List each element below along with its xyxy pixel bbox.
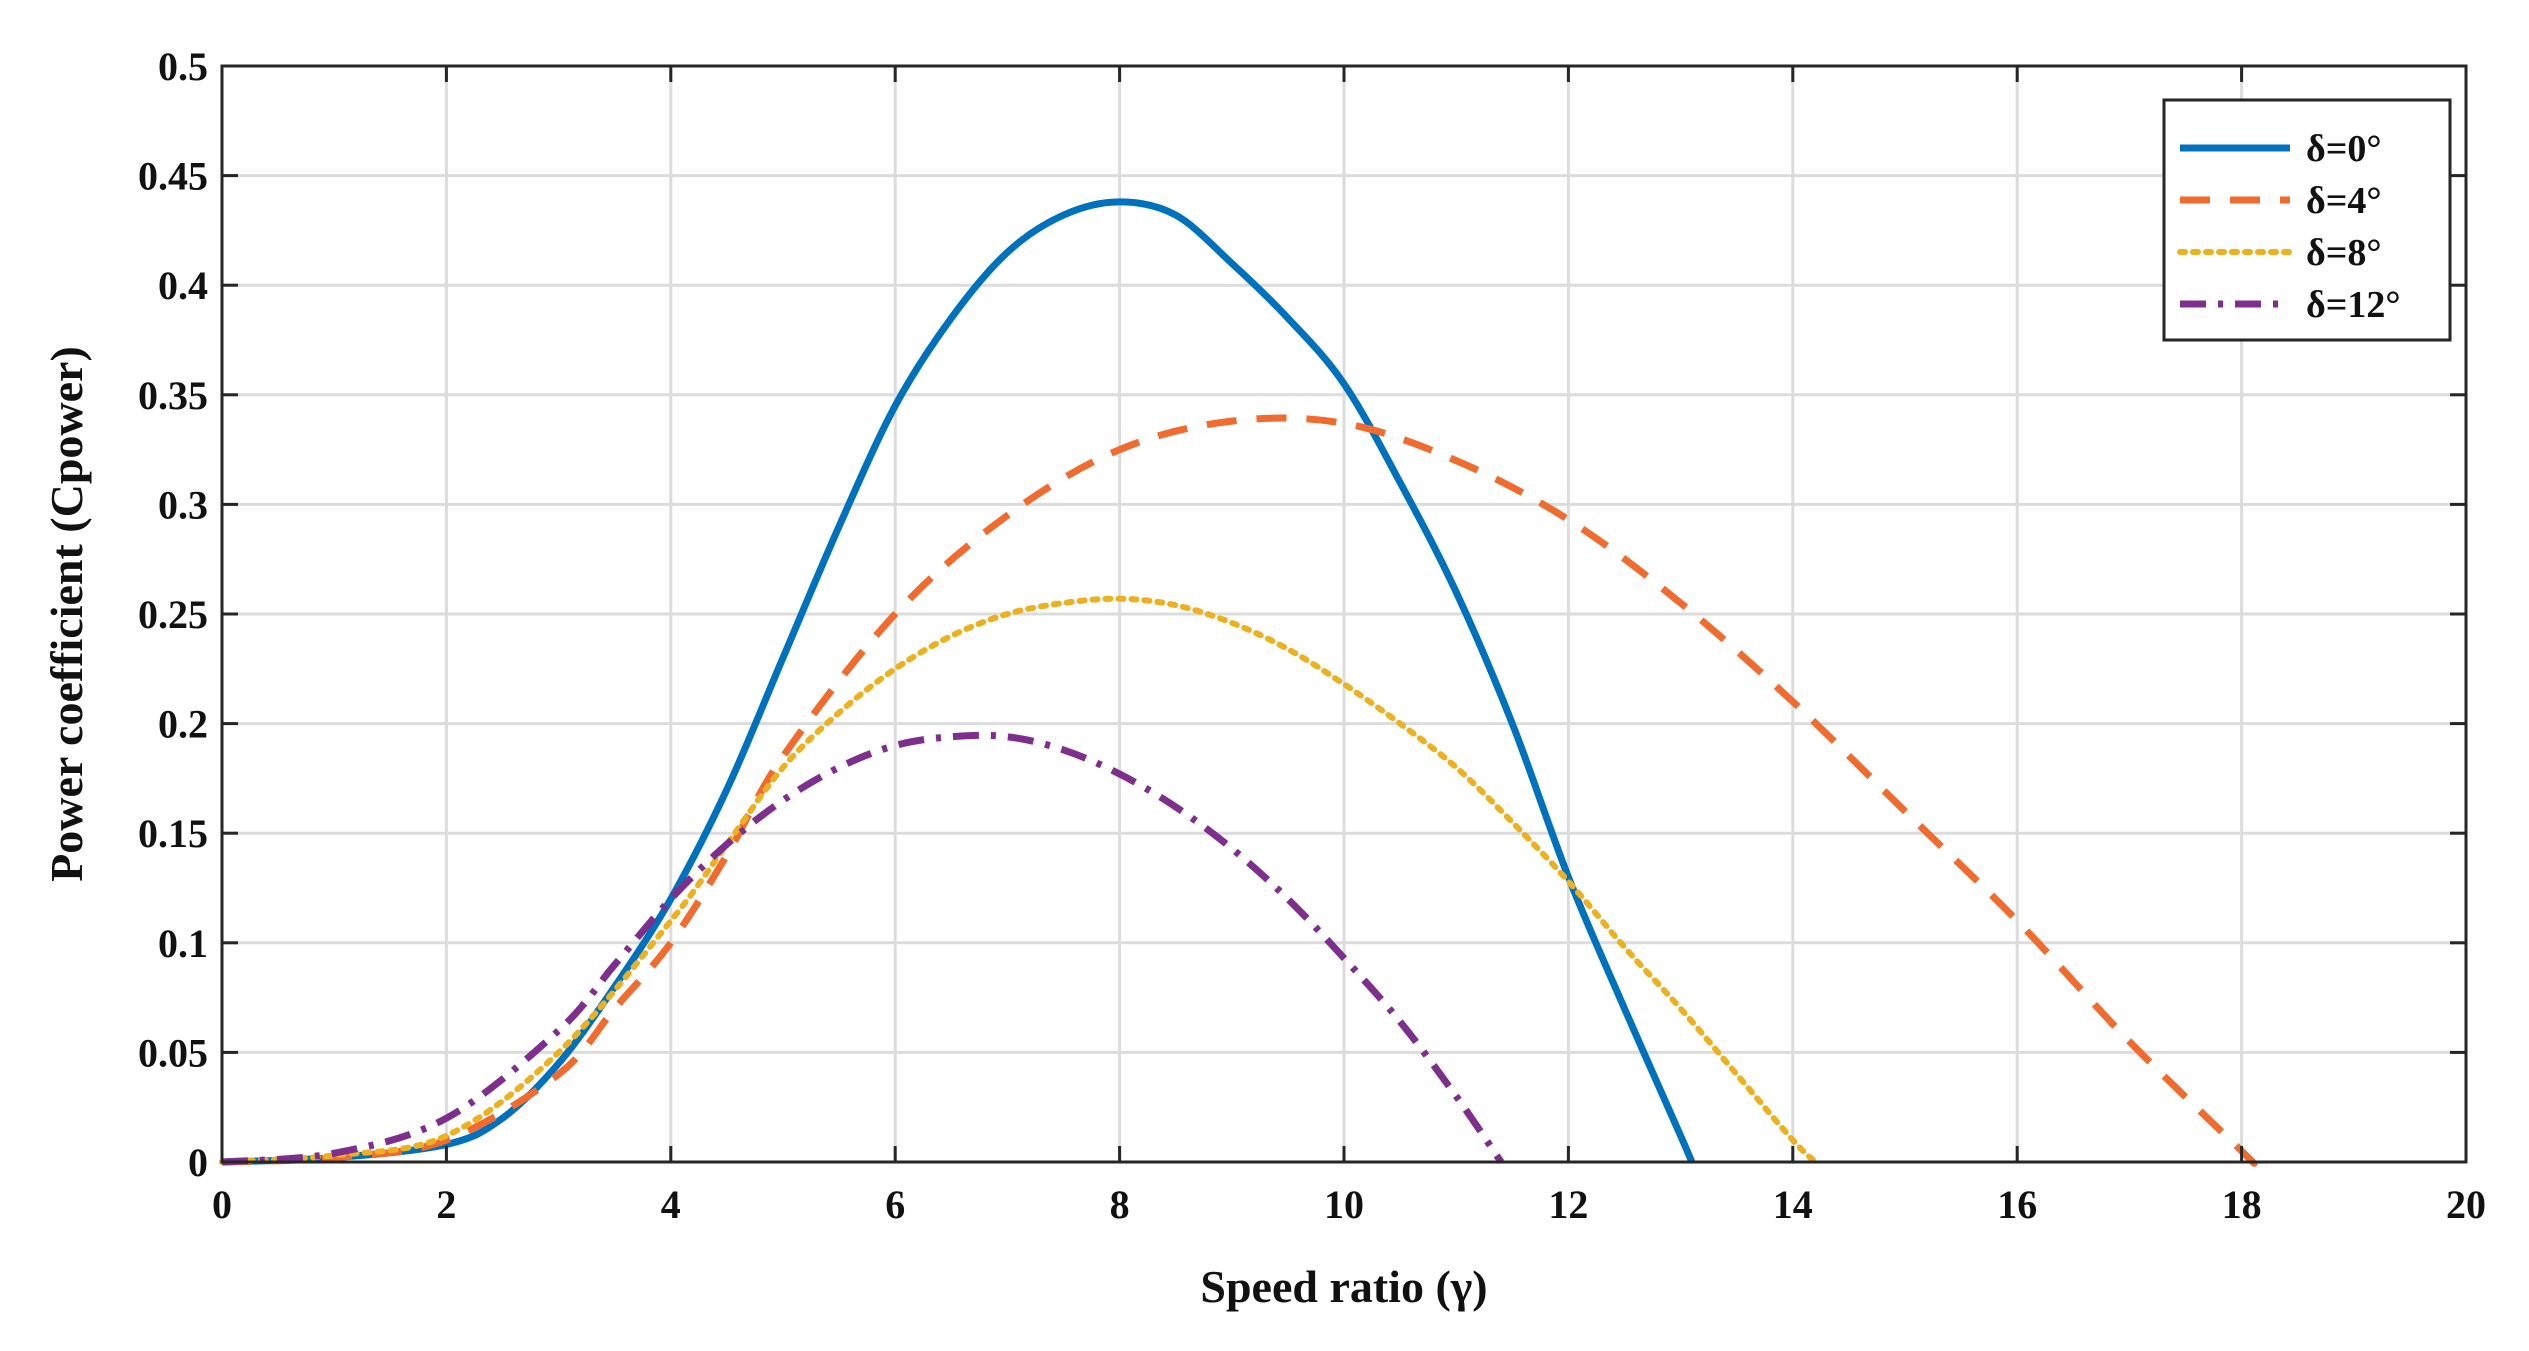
y-tick-label: 0 (188, 1140, 208, 1185)
y-axis-title: Power coefficient (Cpower) (41, 346, 92, 882)
y-tick-label: 0.05 (138, 1030, 208, 1075)
x-tick-label: 8 (1110, 1182, 1130, 1227)
series-layer (219, 198, 2258, 1167)
x-tick-label: 12 (1548, 1182, 1588, 1227)
series-line (219, 595, 1819, 1165)
x-tick-label: 0 (212, 1182, 232, 1227)
legend-label: δ=12° (2306, 284, 2401, 326)
series-line (221, 198, 1696, 1166)
x-tick-label: 2 (436, 1182, 456, 1227)
legend-label: δ=0° (2306, 128, 2382, 170)
y-tick-label: 0.35 (138, 373, 208, 418)
x-tick-label: 18 (2222, 1182, 2262, 1227)
grid-layer (222, 66, 2466, 1162)
y-tick-label: 0.45 (138, 154, 208, 199)
y-tick-label: 0.4 (158, 263, 208, 308)
x-tick-label: 16 (1997, 1182, 2037, 1227)
x-tick-label: 4 (661, 1182, 681, 1227)
series-line (221, 731, 1504, 1166)
x-axis-title: Speed ratio (γ) (1200, 1261, 1487, 1312)
x-tick-label: 10 (1324, 1182, 1364, 1227)
y-tick-label: 0.15 (138, 811, 208, 856)
legend-label: δ=8° (2306, 232, 2382, 274)
x-tick-label: 6 (885, 1182, 905, 1227)
legend-items: δ=0° δ=4° δ=8° δ=12° (2177, 128, 2401, 326)
y-tick-label: 0.1 (158, 921, 208, 966)
y-tick-label: 0.2 (158, 702, 208, 747)
tick-layer: 0 2 4 6 8 10 12 14 16 18 20 0 0.05 0.1 0.15 0.2 0.25 0.3 0… (138, 44, 2486, 1227)
x-tick-label: 14 (1773, 1182, 1813, 1227)
legend-label: δ=4° (2306, 180, 2382, 222)
legend: δ=0° δ=4° δ=8° δ=12° (2162, 98, 2452, 342)
y-tick-label: 0.5 (158, 44, 208, 89)
y-tick-label: 0.3 (158, 482, 208, 527)
x-tick-label: 20 (2446, 1182, 2486, 1227)
series-line (221, 414, 2258, 1167)
legend-box (2162, 98, 2452, 342)
y-tick-label: 0.25 (138, 592, 208, 637)
